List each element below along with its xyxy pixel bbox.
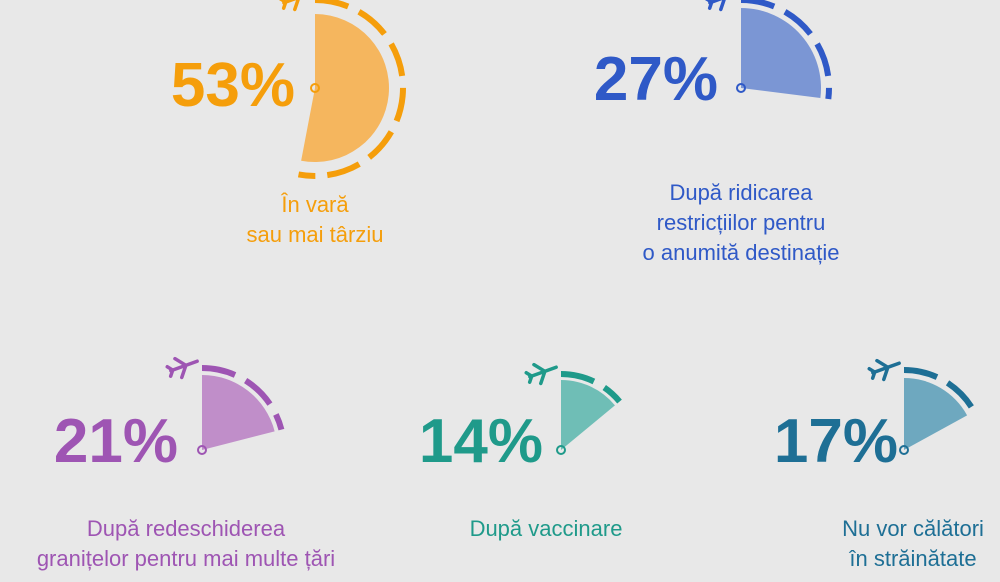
gauge-center-dot [310, 83, 320, 93]
airplane-icon [867, 358, 901, 382]
caption-line: în străinătate [848, 546, 976, 571]
caption-line: După vaccinare [470, 516, 623, 541]
gauge-ring [297, 0, 406, 179]
caption-line: După ridicarea [669, 180, 813, 205]
percent-label: 14% [419, 407, 543, 476]
gauge-ring [740, 0, 832, 100]
caption-line: După redeschiderea [87, 516, 286, 541]
gauge-4: 14% După vaccinare [419, 362, 623, 541]
gauge-2: 27% După ridicarea restricțiilor pentru o a… [594, 0, 840, 265]
gauge-ring [201, 365, 285, 431]
gauge-5: 17% Nu vor călători în străinătate [774, 358, 984, 571]
percent-label: 53% [171, 51, 295, 120]
airplane-icon [704, 0, 738, 12]
caption-line: o anumită destinație [643, 240, 840, 265]
gauge-slice [741, 8, 821, 99]
caption-line: În vară [280, 192, 349, 217]
airplane-icon [165, 356, 199, 380]
percent-label: 21% [54, 407, 178, 476]
gauge-slice [301, 14, 389, 162]
gauge-slice [904, 378, 968, 450]
caption-line: restricțiilor pentru [657, 210, 826, 235]
gauge-1: 53% În vară sau mai târziu [171, 0, 406, 247]
caption-line: Nu vor călători [842, 516, 984, 541]
caption-line: granițelor pentru mai multe țări [37, 546, 335, 571]
gauge-center-dot [736, 83, 746, 93]
gauge-3: 21% După redeschiderea granițelor pentru m… [37, 356, 335, 571]
percent-label: 27% [594, 45, 718, 114]
caption-line: sau mai târziu [247, 222, 384, 247]
percent-label: 17% [774, 407, 898, 476]
gauge-ring [903, 367, 977, 413]
gauge-slice [202, 375, 275, 450]
gauge-center-dot [556, 445, 566, 455]
airplane-icon [524, 362, 558, 386]
gauge-slice [561, 380, 615, 450]
airplane-icon [278, 0, 312, 12]
gauge-ring [560, 371, 622, 404]
gauge-center-dot [197, 445, 207, 455]
gauge-center-dot [899, 445, 909, 455]
